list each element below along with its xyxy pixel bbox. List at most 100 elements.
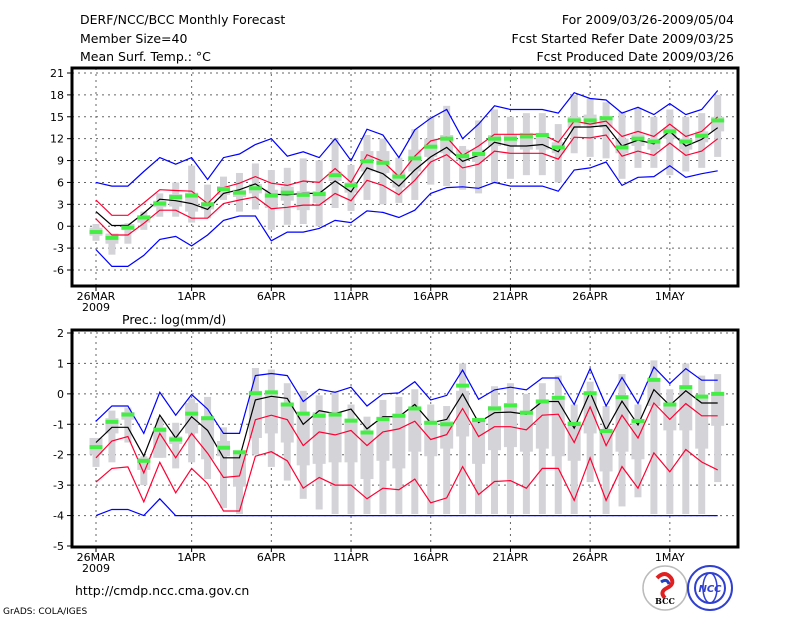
box-bar xyxy=(519,410,533,452)
x-tick-label: 1APR xyxy=(177,551,206,564)
grads-credit: GrADS: COLA/IGES xyxy=(3,607,87,617)
box-bar xyxy=(679,138,693,150)
series-line-min xyxy=(95,161,718,267)
range-bar xyxy=(586,98,594,157)
range-bar xyxy=(506,116,514,179)
median-mark xyxy=(647,139,661,144)
box-bar xyxy=(408,149,422,172)
x-tick-label: 16APR xyxy=(413,551,449,564)
x-tick-label: 1MAY xyxy=(655,551,685,564)
range-bar xyxy=(602,102,610,159)
median-mark xyxy=(695,394,709,399)
box-bar xyxy=(392,171,406,188)
median-mark xyxy=(631,136,645,141)
median-mark xyxy=(248,391,262,396)
forecast-started-date: Fcst Started Refer Date 2009/03/25 xyxy=(512,31,735,46)
median-mark xyxy=(392,174,406,179)
median-mark xyxy=(360,159,374,164)
y-tick-label: 2 xyxy=(57,327,64,340)
x-tick-label: 16APR xyxy=(413,290,449,303)
median-mark xyxy=(121,412,135,417)
median-mark xyxy=(312,413,326,418)
bcc-logo: BCC xyxy=(642,565,688,611)
median-mark xyxy=(296,192,310,197)
y-tick-label: 15 xyxy=(50,111,64,124)
median-mark xyxy=(535,133,549,138)
box-bar xyxy=(344,419,358,463)
x-tick-label: 26MAR xyxy=(77,551,116,564)
forecast-produced-date: Fcst Produced Date 2009/03/26 xyxy=(536,49,734,64)
median-mark xyxy=(360,430,374,435)
box-bar xyxy=(312,191,326,203)
median-mark xyxy=(440,422,454,427)
median-mark xyxy=(519,410,533,415)
range-bar xyxy=(140,456,148,486)
box-bar xyxy=(312,412,326,464)
box-bar xyxy=(599,116,613,128)
x-tick-label: 6APR xyxy=(257,551,286,564)
median-mark xyxy=(456,154,470,159)
series-line-upper xyxy=(95,116,719,216)
y-tick-label: 18 xyxy=(50,89,64,102)
box-bar xyxy=(615,396,629,452)
box-bar xyxy=(535,399,549,449)
median-mark xyxy=(376,417,390,422)
box-bar xyxy=(376,416,390,461)
box-bar xyxy=(503,402,517,448)
median-mark xyxy=(105,235,119,240)
series-line-upper xyxy=(95,401,718,479)
y-tick-label: -6 xyxy=(53,264,64,277)
median-mark xyxy=(488,136,501,141)
box-bar xyxy=(248,390,262,438)
median-mark xyxy=(472,151,486,156)
x-tick-label: 21APR xyxy=(493,551,529,564)
series-line-mean xyxy=(95,388,718,459)
y-tick-label: 1 xyxy=(57,357,64,370)
x-tick-label: 1MAY xyxy=(655,290,685,303)
median-mark xyxy=(567,421,581,426)
median-mark xyxy=(344,183,358,188)
range-bar xyxy=(650,360,658,515)
median-mark xyxy=(121,225,135,230)
range-bar xyxy=(204,184,212,219)
box-bar xyxy=(456,390,470,437)
median-mark xyxy=(296,411,310,416)
range-bar xyxy=(666,389,674,515)
median-mark xyxy=(711,391,725,396)
median-mark xyxy=(328,412,342,417)
x-tick-label: 26APR xyxy=(572,290,608,303)
y-tick-label: -2 xyxy=(53,449,64,462)
box-bar xyxy=(567,421,581,461)
median-mark xyxy=(440,136,454,141)
median-mark xyxy=(503,403,517,408)
box-bar xyxy=(488,406,501,451)
median-mark xyxy=(312,192,326,197)
median-mark xyxy=(232,190,246,195)
y-tick-label: 12 xyxy=(50,133,64,146)
y-tick-label: -4 xyxy=(53,510,64,523)
ncc-logo-text: NCC xyxy=(698,584,722,595)
x-tick-label: 6APR xyxy=(257,290,286,303)
median-mark xyxy=(89,445,103,450)
precip-label: Prec.: log(mm/d) xyxy=(122,312,226,327)
box-bar xyxy=(264,393,278,434)
box-bar xyxy=(711,393,725,426)
median-mark xyxy=(599,116,613,121)
plot-frame xyxy=(70,66,740,288)
median-mark xyxy=(153,201,167,206)
box-bar xyxy=(392,413,406,469)
median-mark xyxy=(695,133,709,138)
median-mark xyxy=(424,144,438,149)
median-mark xyxy=(169,437,183,442)
x-tick-year: 2009 xyxy=(82,301,110,314)
median-mark xyxy=(647,377,661,382)
median-mark xyxy=(583,118,597,123)
y-tick-label: -5 xyxy=(53,540,64,553)
median-mark xyxy=(408,406,422,411)
median-mark xyxy=(408,156,422,161)
median-mark xyxy=(519,134,533,139)
box-bar xyxy=(280,402,294,443)
y-tick-label: -3 xyxy=(53,479,64,492)
